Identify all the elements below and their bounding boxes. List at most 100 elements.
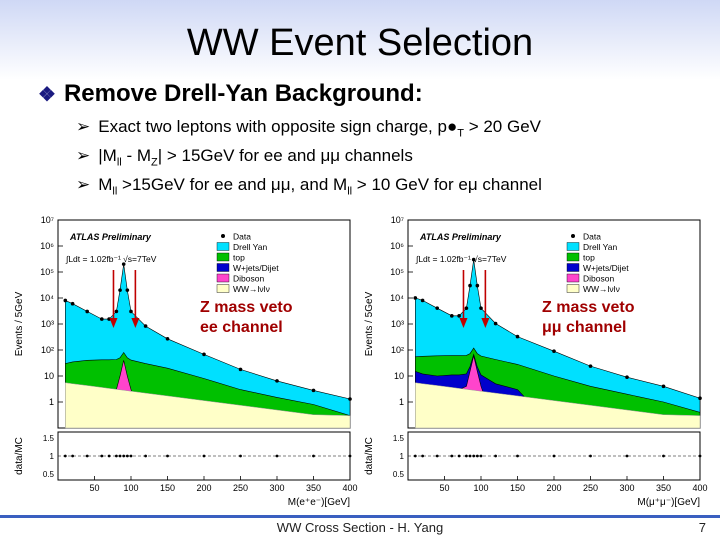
ratio-point bbox=[479, 454, 483, 458]
x-tick-label: 150 bbox=[510, 483, 525, 493]
data-point bbox=[457, 314, 461, 318]
ratio-point bbox=[239, 454, 242, 458]
ratio-point bbox=[413, 454, 417, 458]
ratio-point bbox=[698, 454, 702, 458]
data-point bbox=[165, 336, 170, 341]
data-point bbox=[202, 352, 206, 357]
data-point bbox=[420, 298, 425, 303]
x-tick-label: 50 bbox=[439, 483, 449, 493]
ratio-axis-label: data/MC bbox=[14, 437, 25, 475]
ratio-point bbox=[312, 454, 315, 458]
data-point bbox=[121, 262, 126, 266]
ratio-tick-label: 1 bbox=[400, 452, 405, 461]
legend-swatch bbox=[571, 234, 575, 238]
y-tick-label: 10 bbox=[44, 371, 54, 381]
legend-label: Data bbox=[583, 232, 601, 242]
y-tick-label: 10 bbox=[394, 371, 404, 381]
y-tick-label: 1 bbox=[49, 397, 54, 407]
y-axis-label: Events / 5GeV bbox=[14, 291, 25, 356]
ratio-point bbox=[115, 454, 118, 458]
ratio-point bbox=[450, 454, 454, 458]
ratio-point bbox=[552, 454, 556, 458]
y-tick-label: 10⁴ bbox=[390, 293, 404, 303]
legend-swatch bbox=[566, 242, 580, 251]
veto-label-mumu: Z mass veto μμ channel bbox=[542, 299, 635, 336]
legend-swatch bbox=[566, 263, 580, 272]
arrow-bullet-icon: ➢ bbox=[76, 117, 91, 136]
x-tick-label: 250 bbox=[583, 483, 598, 493]
arrow-head-icon bbox=[481, 318, 490, 328]
ratio-point bbox=[275, 454, 279, 458]
footer-text: WW Cross Section - H. Yang bbox=[276, 520, 444, 535]
arrow-head-icon bbox=[109, 318, 118, 328]
bullet-3: ➢ Mll >15GeV for ee and μμ, and Mll > 10 … bbox=[76, 175, 542, 198]
legend-swatch bbox=[216, 242, 230, 251]
ratio-point bbox=[85, 454, 89, 458]
x-tick-label: 150 bbox=[160, 483, 175, 493]
ratio-tick-label: 1.5 bbox=[43, 434, 55, 443]
ratio-point bbox=[118, 454, 122, 458]
legend-swatch bbox=[216, 263, 230, 272]
diamond-bullet-icon: ❖ bbox=[38, 84, 56, 106]
legend-swatch bbox=[216, 284, 230, 293]
ratio-point bbox=[457, 454, 461, 458]
bullet-1: ➢ Exact two leptons with opposite sign ch… bbox=[76, 117, 541, 140]
x-axis-label: M(μ⁺μ⁻)[GeV] bbox=[637, 497, 700, 508]
legend-label: WW→lνlν bbox=[583, 284, 620, 294]
data-point bbox=[493, 321, 498, 326]
data-point bbox=[413, 296, 418, 300]
data-point bbox=[348, 397, 352, 401]
ratio-point bbox=[122, 454, 126, 458]
data-point bbox=[515, 334, 520, 339]
legend-label: Drell Yan bbox=[583, 242, 617, 252]
slide-title: WW Event Selection bbox=[186, 22, 534, 64]
x-tick-label: 100 bbox=[473, 483, 488, 493]
x-tick-label: 200 bbox=[196, 483, 211, 493]
atlas-label: ATLAS Preliminary bbox=[419, 232, 502, 242]
data-point bbox=[70, 301, 75, 306]
arrow-bullet-icon: ➢ bbox=[76, 175, 91, 194]
ratio-point bbox=[129, 454, 133, 458]
data-point bbox=[85, 309, 89, 314]
x-tick-label: 300 bbox=[619, 483, 634, 493]
x-tick-label: 250 bbox=[233, 483, 248, 493]
x-axis-label: M(e⁺e⁻)[GeV] bbox=[288, 497, 350, 508]
y-tick-label: 10² bbox=[391, 345, 404, 355]
ratio-tick-label: 1.5 bbox=[393, 434, 405, 443]
section-heading: ❖ Remove Drell-Yan Background: bbox=[38, 80, 423, 108]
ratio-axis-label: data/MC bbox=[364, 437, 375, 475]
data-point bbox=[698, 396, 702, 401]
arrow-head-icon bbox=[131, 318, 140, 328]
ratio-point bbox=[472, 454, 476, 458]
ratio-point bbox=[63, 454, 67, 458]
data-point bbox=[114, 309, 119, 314]
data-point bbox=[275, 379, 279, 383]
data-point bbox=[450, 314, 454, 318]
data-point bbox=[471, 257, 476, 262]
data-point bbox=[100, 317, 104, 321]
data-point bbox=[661, 384, 666, 389]
ratio-point bbox=[348, 454, 352, 458]
data-point bbox=[435, 306, 439, 310]
data-point bbox=[464, 306, 469, 310]
data-point bbox=[143, 324, 148, 328]
legend-label: Data bbox=[233, 232, 251, 242]
data-point bbox=[118, 288, 122, 292]
ratio-point bbox=[144, 454, 148, 458]
legend-label: Diboson bbox=[233, 274, 264, 284]
arrow-head-icon bbox=[459, 318, 468, 328]
heading-text: Remove Drell-Yan Background: bbox=[63, 80, 423, 107]
x-tick-label: 400 bbox=[342, 483, 357, 493]
legend-label: Drell Yan bbox=[233, 242, 267, 252]
stack-ww bbox=[65, 382, 351, 429]
title-band bbox=[0, 0, 720, 80]
y-tick-label: 10⁵ bbox=[390, 267, 404, 277]
legend-swatch bbox=[221, 234, 225, 238]
ratio-point bbox=[107, 454, 111, 458]
ratio-point bbox=[625, 454, 629, 458]
data-point bbox=[588, 364, 593, 368]
veto-label-ee: Z mass veto ee channel bbox=[200, 299, 293, 336]
ratio-point bbox=[100, 454, 104, 458]
